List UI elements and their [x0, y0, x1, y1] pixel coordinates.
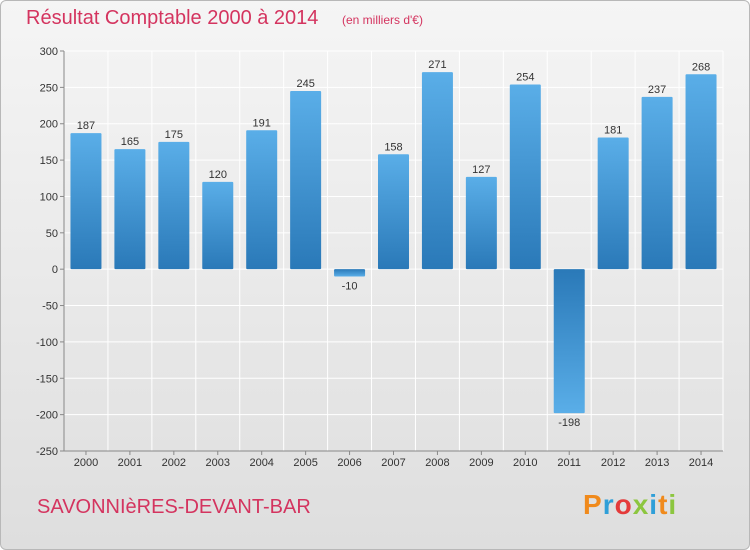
x-tick-label-2010: 2010	[513, 457, 537, 469]
x-tick-label-2007: 2007	[381, 457, 405, 469]
logo-letter: x	[632, 489, 650, 520]
value-label-2011: -198	[558, 417, 580, 429]
y-tick-label: -250	[36, 446, 58, 458]
y-tick-label: -150	[36, 373, 58, 385]
x-tick-label-2000: 2000	[74, 457, 98, 469]
y-tick-label: -200	[36, 410, 58, 422]
value-label-2010: 254	[516, 71, 534, 83]
value-label-2008: 271	[428, 59, 446, 71]
bar-2002	[158, 141, 190, 270]
bar-2007	[378, 154, 409, 270]
y-tick-label: 100	[40, 191, 58, 203]
commune-name: SAVONNIèRES-DEVANT-BAR	[37, 496, 311, 518]
x-tick-label-2004: 2004	[249, 457, 273, 469]
bar-2010	[509, 84, 541, 270]
logo-letter: o	[614, 489, 633, 520]
y-tick-label: 150	[40, 155, 58, 167]
value-label-2003: 120	[209, 169, 227, 181]
x-tick-label-2014: 2014	[689, 457, 713, 469]
proxiti-logo[interactable]: Proxiti	[583, 489, 677, 521]
bar-2003	[202, 181, 234, 270]
logo-letter: i	[649, 489, 659, 520]
y-tick-label: -50	[42, 301, 58, 313]
x-tick-label-2006: 2006	[337, 457, 361, 469]
x-tick-label-2005: 2005	[293, 457, 317, 469]
value-label-2000: 187	[77, 120, 95, 132]
bar-2001	[114, 149, 146, 270]
value-label-2002: 175	[165, 129, 183, 141]
x-tick-label-2013: 2013	[645, 457, 669, 469]
chart-title: Résultat Comptable 2000 à 2014	[26, 7, 319, 29]
value-label-2006: -10	[342, 280, 358, 292]
bar-2014	[685, 74, 717, 270]
y-tick-label: -100	[36, 337, 58, 349]
bar-2006	[334, 269, 366, 277]
y-tick-label: 50	[46, 228, 58, 240]
logo-letter: t	[658, 489, 669, 520]
value-label-2007: 158	[384, 141, 402, 153]
x-tick-label-2001: 2001	[118, 457, 142, 469]
chart-subtitle: (en milliers d'€)	[342, 13, 423, 27]
logo-letter: r	[602, 489, 615, 520]
value-label-2005: 245	[296, 78, 314, 90]
x-tick-label-2003: 2003	[206, 457, 230, 469]
y-tick-label: 0	[52, 264, 58, 276]
y-tick-label: 200	[40, 119, 58, 131]
value-label-2013: 237	[648, 84, 666, 96]
value-label-2014: 268	[692, 61, 710, 73]
bar-2005	[290, 91, 322, 270]
x-tick-label-2012: 2012	[601, 457, 625, 469]
value-label-2004: 191	[253, 117, 271, 129]
bar-2011	[553, 269, 585, 414]
bar-2008	[421, 72, 453, 270]
value-label-2012: 181	[604, 125, 622, 137]
bar-2012	[597, 137, 629, 270]
labels: 187 2000 165 2001 175 2002 120 2003 191 2004 245 20…	[74, 59, 714, 469]
x-tick-label-2008: 2008	[425, 457, 449, 469]
x-tick-label-2011: 2011	[557, 457, 581, 469]
bar-2009	[465, 176, 497, 270]
logo-letter: P	[583, 489, 603, 520]
bar-2000	[70, 133, 102, 270]
y-tick-label: 250	[40, 82, 58, 94]
x-tick-label-2002: 2002	[162, 457, 186, 469]
bars	[70, 72, 717, 414]
bar-2013	[641, 96, 673, 270]
value-label-2009: 127	[472, 164, 490, 176]
bar-2004	[246, 130, 278, 270]
logo-letter: i	[668, 489, 678, 520]
x-tick-label-2009: 2009	[469, 457, 493, 469]
value-label-2001: 165	[121, 136, 139, 148]
y-tick-label: 300	[40, 46, 58, 58]
